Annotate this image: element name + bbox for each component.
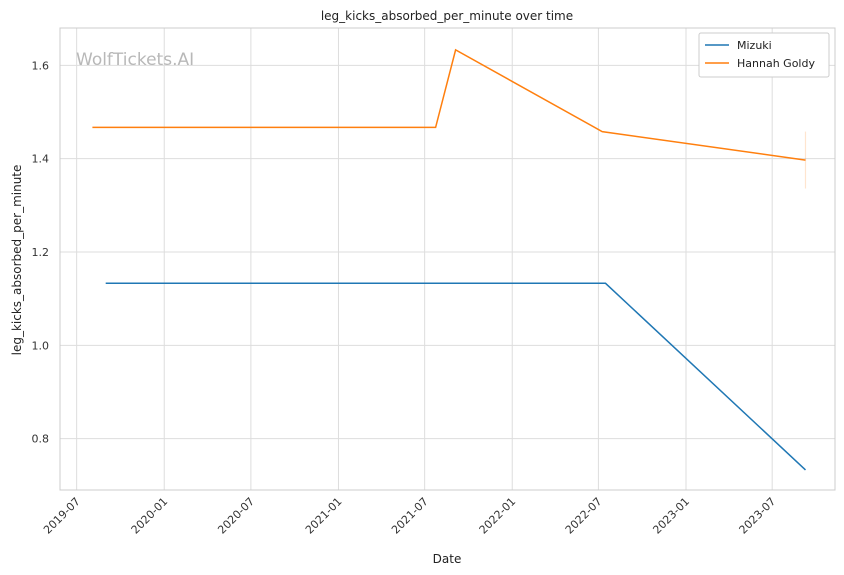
x-tick-label: 2019-07	[41, 495, 83, 537]
y-tick-label: 1.0	[32, 339, 50, 352]
x-tick-label: 2023-01	[650, 495, 692, 537]
grid	[60, 28, 835, 490]
y-tick-label: 1.6	[32, 59, 50, 72]
series-line-hannah-goldy	[92, 48, 806, 161]
y-tick-label: 1.4	[32, 153, 50, 166]
x-tick-label: 2022-01	[477, 495, 519, 537]
plot-area	[59, 27, 836, 491]
legend-frame	[698, 32, 830, 78]
legend: Mizuki Hannah Goldy	[698, 32, 830, 78]
y-tick-label: 1.2	[32, 246, 50, 259]
x-tick-label: 2020-01	[129, 495, 171, 537]
x-tick-label: 2022-07	[563, 495, 605, 537]
legend-label-hannah-goldy: Hannah Goldy	[737, 57, 815, 70]
x-tick-label: 2021-07	[389, 495, 431, 537]
watermark: WolfTickets.AI	[76, 50, 194, 70]
y-axis: 0.8 1.0 1.2 1.4 1.6	[32, 59, 50, 445]
x-tick-label: 2021-01	[303, 495, 345, 537]
chart-title: leg_kicks_absorbed_per_minute over time	[321, 9, 573, 23]
series-line-mizuki	[105, 282, 807, 471]
x-axis-title: Date	[433, 552, 462, 566]
x-tick-label: 2020-07	[215, 495, 257, 537]
series-layer	[92, 48, 807, 471]
x-tick-label: 2023-07	[737, 495, 779, 537]
x-axis: 2019-07 2020-01 2020-07 2021-01 2021-07 2022-…	[41, 495, 778, 537]
y-tick-label: 0.8	[32, 433, 50, 446]
y-axis-title: leg_kicks_absorbed_per_minute	[10, 165, 24, 356]
legend-label-mizuki: Mizuki	[737, 39, 772, 52]
